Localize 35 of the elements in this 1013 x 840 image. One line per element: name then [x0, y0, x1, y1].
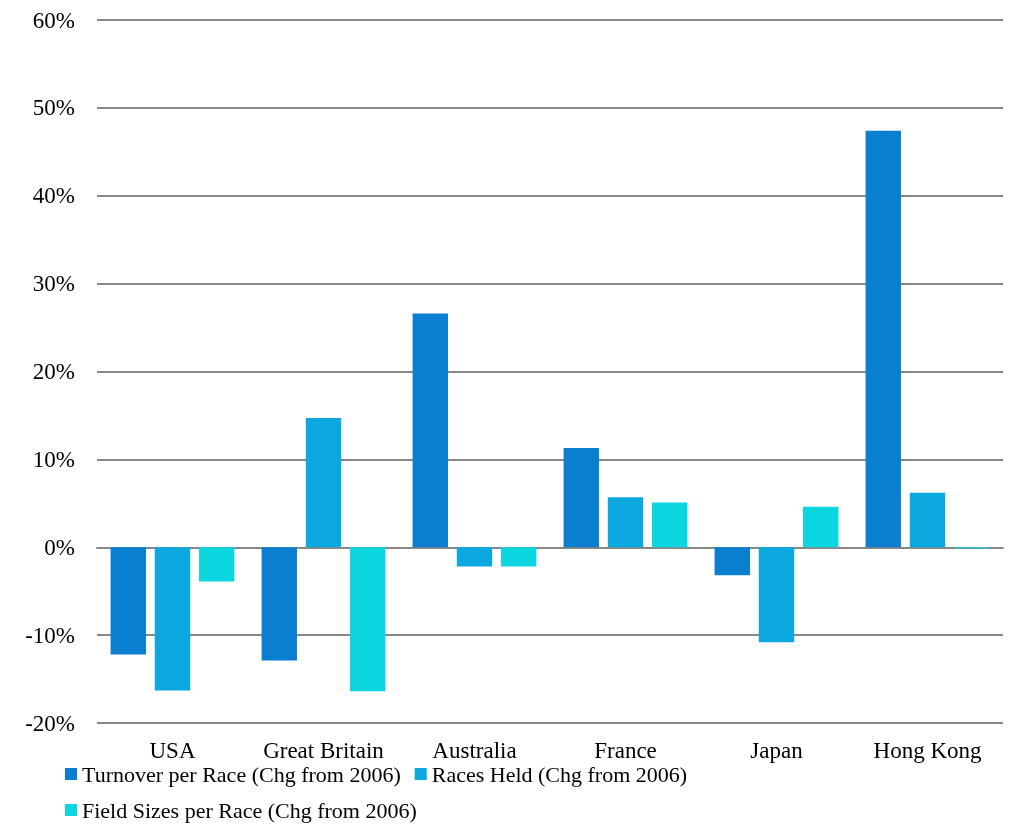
y-tick-label: -20%	[25, 710, 75, 736]
legend-label: Turnover per Race (Chg from 2006)	[82, 761, 401, 787]
legend-label: Races Held (Chg from 2006)	[431, 761, 688, 787]
x-tick-label: Great Britain	[263, 738, 385, 763]
bar	[865, 130, 901, 548]
y-tick-label: -10%	[25, 622, 75, 648]
bar	[803, 506, 839, 548]
bar	[758, 547, 795, 643]
x-tick-label: Japan	[750, 738, 804, 763]
y-tick-label: 30%	[32, 271, 75, 297]
y-tick-label: 50%	[32, 95, 75, 121]
x-tick-label: USA	[149, 738, 196, 763]
y-tick-label: 0%	[44, 534, 75, 560]
legend-label: Field Sizes per Race (Chg from 2006)	[82, 797, 417, 823]
y-tick-label: 10%	[32, 446, 75, 472]
bar	[110, 547, 146, 655]
bar	[154, 547, 191, 691]
x-tick-label: France	[594, 738, 657, 763]
bar	[305, 418, 342, 548]
y-tick-label: 40%	[32, 183, 75, 209]
bar	[261, 547, 297, 661]
y-tick-label: 20%	[32, 359, 75, 384]
bar	[607, 497, 644, 548]
bar	[412, 313, 448, 548]
x-tick-label: Hong Kong	[873, 738, 982, 763]
bar	[909, 492, 946, 548]
bar	[456, 547, 493, 567]
y-tick-label: 60%	[32, 7, 75, 33]
bar	[714, 547, 750, 576]
bar	[501, 547, 537, 567]
bar	[652, 502, 688, 548]
bar	[350, 547, 386, 692]
x-tick-label: Australia	[432, 738, 517, 763]
bar	[563, 447, 599, 548]
bar	[199, 547, 235, 582]
